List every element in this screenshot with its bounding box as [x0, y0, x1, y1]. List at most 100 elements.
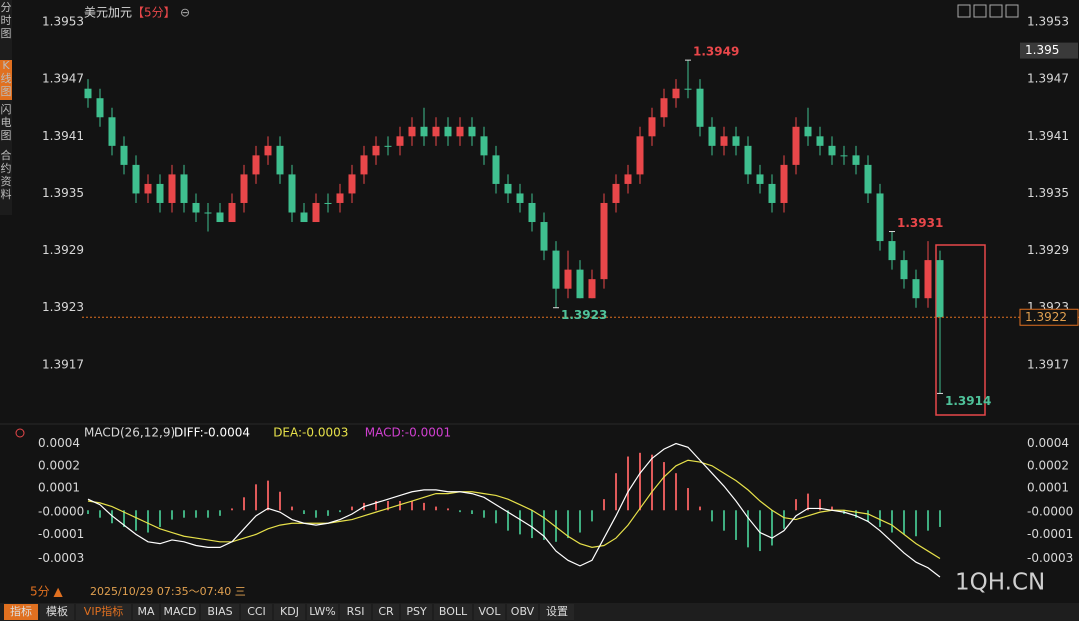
footer-time: 2025/10/29 07:35～07:40 三 — [90, 585, 246, 598]
candle-body — [396, 136, 404, 146]
tab[interactable]: 设置 — [546, 605, 568, 618]
tab-bg[interactable] — [401, 604, 432, 620]
tab[interactable]: MA — [137, 605, 154, 618]
tab-bg[interactable] — [4, 604, 38, 620]
candle-body — [600, 202, 608, 280]
candle-body — [768, 183, 776, 203]
y-tick-label-right: 0.0004 — [1027, 436, 1069, 450]
tab[interactable]: RSI — [347, 605, 365, 618]
tab[interactable]: KDJ — [280, 605, 299, 618]
candle-body — [444, 126, 452, 137]
candle-body — [180, 174, 188, 203]
tab-bg[interactable] — [507, 604, 538, 620]
sidebar-tab[interactable]: K — [2, 59, 10, 72]
sidebar-tab[interactable]: 闪 — [1, 102, 12, 116]
sidebar-tab[interactable]: 料 — [1, 187, 12, 201]
candle-plot: 1.3953 1.3953 1.3947 1.3947 1.3941 1.3941 1.39… — [42, 15, 1079, 408]
tab-bg[interactable] — [201, 604, 239, 620]
tab[interactable]: BIAS — [207, 605, 232, 618]
sidebar-tab[interactable]: 分 — [1, 1, 12, 14]
y-tick-label: 1.3953 — [42, 15, 84, 29]
icon[interactable] — [1005, 4, 1019, 18]
candle-body — [216, 212, 224, 223]
candle-body — [672, 88, 680, 99]
y-tick-label-right: 1.3935 — [1027, 186, 1069, 200]
icon[interactable] — [973, 4, 987, 18]
candle-body — [168, 174, 176, 203]
candle-body — [492, 155, 500, 184]
tab[interactable]: CCI — [247, 605, 266, 618]
y-tick-label-right: 1.3941 — [1027, 129, 1069, 143]
period: 【5分】 — [132, 6, 176, 20]
candle-body — [504, 183, 512, 194]
tab-bg[interactable] — [76, 604, 131, 620]
candle-body — [156, 183, 164, 203]
tab[interactable]: LW% — [309, 605, 335, 618]
last-price-box — [1019, 308, 1079, 326]
tab-bg[interactable] — [540, 604, 574, 620]
candle-body — [816, 136, 824, 146]
tab-bg[interactable] — [307, 604, 338, 620]
tab[interactable]: CR — [378, 605, 394, 618]
panel-icon[interactable] — [15, 428, 25, 438]
sidebar-tab[interactable]: 资 — [1, 175, 12, 188]
y-tick-label: 0.0001 — [38, 481, 80, 495]
macd-plot: MACD(26,12,9)DIFF:-0.0004 DEA:-0.0003 MACD… — [38, 426, 1073, 578]
candle-body — [624, 174, 632, 184]
tab[interactable]: OBV — [511, 605, 535, 618]
candle-body — [132, 164, 140, 194]
candle-body — [792, 126, 800, 165]
footer-period[interactable]: 5分 ▲ — [30, 585, 63, 599]
candle-body — [864, 164, 872, 194]
tab-bg[interactable] — [373, 604, 399, 620]
tab[interactable]: VIP指标 — [84, 604, 123, 618]
toolbar-icons[interactable] — [957, 4, 1019, 18]
sidebar-tab[interactable]: 图 — [1, 129, 12, 142]
candle-body — [648, 117, 656, 137]
candle-body — [924, 260, 932, 299]
tab[interactable]: BOLL — [439, 605, 468, 618]
low-label: 1.3923 — [561, 308, 607, 322]
tab[interactable]: 模板 — [46, 604, 68, 618]
macd-line — [87, 459, 941, 559]
tab[interactable]: MACD — [164, 605, 197, 618]
tab[interactable]: PSY — [406, 605, 427, 618]
candle-body — [696, 88, 704, 127]
candle-body — [252, 155, 260, 175]
tab-bg[interactable] — [161, 604, 199, 620]
icon[interactable] — [957, 4, 971, 18]
candle-body — [192, 202, 200, 213]
sidebar-tab[interactable]: 时 — [1, 14, 12, 27]
y-tick-label: -0.0001 — [38, 527, 84, 541]
tab[interactable]: VOL — [478, 605, 501, 618]
candle-body — [540, 222, 548, 251]
macd-line — [87, 442, 941, 578]
tab-bg[interactable] — [474, 604, 505, 620]
candle-body — [408, 126, 416, 137]
last-price-label: 1.3922 — [1025, 310, 1067, 324]
y-tick-label: 0.0002 — [38, 458, 80, 472]
candle-body — [264, 145, 272, 156]
y-tick-label-right: 1.3953 — [1027, 15, 1069, 29]
sidebar-tab[interactable]: 线 — [1, 71, 12, 85]
tab-bg[interactable] — [40, 604, 74, 620]
tab-bg[interactable] — [241, 604, 272, 620]
tab-bg[interactable] — [274, 604, 305, 620]
candle-body — [336, 193, 344, 203]
tab-bg[interactable] — [133, 604, 159, 620]
icon[interactable] — [989, 4, 1003, 18]
sidebar-tab[interactable]: 图 — [1, 27, 12, 40]
tab-bg[interactable] — [340, 604, 371, 620]
high-label: 1.3931 — [897, 216, 943, 230]
zoom-icon[interactable]: ⊖ — [180, 6, 190, 20]
candle-body — [516, 193, 524, 203]
sidebar-tab[interactable]: 合 — [1, 148, 12, 162]
candle-body — [804, 126, 812, 137]
highlight-box — [935, 244, 986, 416]
tab[interactable]: 指标 — [10, 604, 32, 618]
y-tick-label: 1.3923 — [42, 300, 84, 314]
sidebar-tab[interactable]: 图 — [1, 85, 12, 98]
sidebar-tab[interactable]: 电 — [1, 116, 12, 129]
tab-bg[interactable] — [434, 604, 472, 620]
sidebar-tab[interactable]: 约 — [1, 162, 12, 175]
